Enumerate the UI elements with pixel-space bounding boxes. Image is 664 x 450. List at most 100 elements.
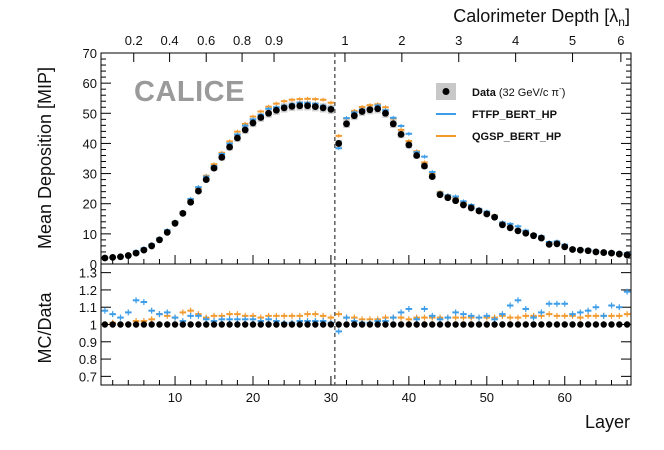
data-point [249,119,257,127]
data-point [343,120,350,128]
data-ratio-point [288,321,296,328]
data-ratio-point [257,321,264,328]
data-ratio-point [452,321,459,328]
data-ratio-point [561,321,568,328]
data-ratio-point [600,321,607,328]
data-ratio-point [187,321,194,328]
data-point [444,194,452,202]
data-point [140,246,148,254]
data-ratio-point [164,321,171,328]
data-ratio-point [140,321,148,328]
data-point [296,102,304,110]
data-ratio-point [444,321,452,328]
x-axis-title: Layer [585,412,630,432]
data-point [304,102,311,110]
data-point [163,228,171,236]
data-ratio-point [374,321,381,328]
data-point [405,141,413,149]
data-ratio-point [413,321,420,328]
data-point [615,250,623,258]
legend-data-label: Data (32 GeV/c π-) [472,84,565,99]
data-point [553,240,561,248]
data-point [257,114,265,121]
data-point [491,213,499,221]
data-ratio-point [234,321,241,328]
data-point [452,197,460,205]
data-point [576,246,584,254]
top-y-tick-label: 70 [83,46,97,61]
legend-qgsp-label: QGSP_BERT_HP [472,131,561,143]
data-ratio-point [171,321,179,328]
data-ratio-point [577,321,584,328]
top-axis-tick-label: 4 [512,33,519,48]
data-ratio-point [608,321,615,328]
data-ratio-point [109,321,116,328]
data-point [592,248,600,256]
data-point [460,201,467,209]
data-ratio-point [117,321,124,328]
top-axis-title: Calorimeter Depth [λn] [453,6,630,29]
data-point [389,120,397,128]
top-axis-tick-label: 0.4 [161,33,179,48]
data-point [327,105,335,113]
data-ratio-point [397,321,405,328]
data-point [600,249,608,256]
data-point [109,253,117,261]
top-y-tick-label: 40 [83,136,97,151]
data-ratio-point [280,321,288,328]
data-ratio-point [584,321,592,328]
data-point [537,234,545,242]
bottom-y-tick-label: 0.7 [79,369,97,384]
data-point [530,232,537,240]
data-ratio-point [296,321,303,328]
data-point [272,106,280,114]
data-point [265,109,272,117]
data-ratio-point [491,321,498,328]
data-ratio-point [304,321,311,328]
data-ratio-point [382,321,389,328]
data-ratio-point [203,321,210,328]
top-axis-tick-label: 1 [341,33,348,48]
data-ratio-point [132,321,140,328]
data-point [506,224,514,232]
x-tick-label: 20 [246,390,260,405]
data-point [569,246,576,253]
data-point [514,227,522,235]
data-point [467,204,475,212]
bottom-panel-ylabel: MC/Data [35,292,55,364]
top-y-tick-label: 0 [90,257,97,272]
x-tick-label: 30 [324,390,338,405]
data-point [124,252,132,259]
data-ratio-point [148,321,155,328]
data-ratio-point [499,321,506,328]
data-point [171,219,179,227]
data-point [421,162,428,170]
data-ratio-point [429,321,436,328]
data-point [117,253,124,261]
top-y-tick-label: 20 [83,197,97,212]
calice-logo: CALICE [134,76,245,108]
data-point [132,249,140,257]
top-panel-ylabel: Mean Deposition [MIP] [35,67,55,249]
data-ratio-point [179,321,187,328]
bottom-y-tick-label: 1.2 [79,283,97,298]
x-tick-label: 50 [480,390,494,405]
data-ratio-point [545,321,553,328]
data-ratio-point [475,321,483,328]
top-axis-tick-label: 2 [398,33,405,48]
data-point [350,112,358,120]
data-ratio-point [351,321,358,328]
data-ratio-point [226,321,233,328]
top-y-tick-label: 10 [83,227,97,242]
data-ratio-point [319,321,327,328]
data-ratio-point [436,321,444,328]
data-ratio-point [327,321,335,328]
data-ratio-point [522,321,529,328]
data-point [288,102,296,110]
data-ratio-point [335,321,342,328]
data-ratio-point [249,321,257,328]
top-axis-tick-label: 0.9 [265,33,283,48]
top-y-tick-label: 50 [83,106,97,121]
data-point [382,109,389,117]
data-point [233,134,241,142]
